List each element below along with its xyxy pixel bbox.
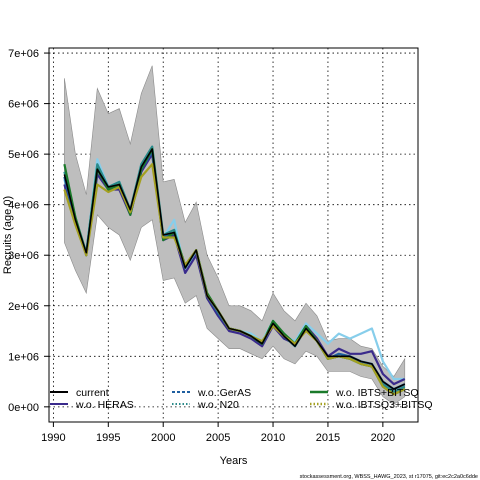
- legend-item-current: current: [50, 387, 109, 399]
- credit-text: stockassessment.org, WBSS_HAWG_2023, st …: [300, 474, 478, 480]
- y-tick-label: 6e+06: [8, 99, 39, 111]
- series-lines: [63, 145, 406, 396]
- legend-item-w-o-n20: w.o. N20: [172, 399, 239, 411]
- y-tick-label: 4e+06: [8, 200, 39, 212]
- x-tick-label: 1990: [41, 432, 65, 444]
- plot-frame: [48, 47, 419, 423]
- y-axis: 0e+00 1e+06 2e+06 3e+06 4e+06 5e+06 6e+06 7e+06: [8, 48, 49, 414]
- x-tick-label: 2010: [261, 432, 285, 444]
- x-tick-label: 1995: [96, 432, 120, 444]
- x-axis-title: Years: [220, 455, 248, 467]
- series-line-current: [63, 148, 406, 390]
- legend-label: current: [76, 387, 109, 399]
- legend-item-w-o-ibtsq3-bitsq: w.o. IBTSQ3+BITSQ: [310, 399, 433, 411]
- legend-label: w.o. N20: [197, 399, 239, 411]
- x-axis: 1990 1995 2000 2005 2010 2015 2020: [41, 422, 395, 444]
- legend-label: w.o. GerAS: [197, 387, 251, 399]
- legend-item-w-o-heras: w.o. HERAS: [50, 399, 134, 411]
- x-tick-label: 2005: [206, 432, 230, 444]
- y-tick-label: 2e+06: [8, 301, 39, 313]
- x-tick-label: 2000: [151, 432, 175, 444]
- y-tick-label: 1e+06: [8, 351, 39, 363]
- legend-label: w.o. IBTSQ3+BITSQ: [335, 399, 433, 411]
- legend-item-w-o-geras: w.o. GerAS: [172, 387, 251, 399]
- legend-item-w-o-ibts-bitsq: w.o. IBTS+BITSQ: [310, 387, 419, 399]
- y-axis-title: Recruits (age 0): [2, 196, 14, 274]
- y-tick-label: 3e+06: [8, 250, 39, 262]
- x-tick-label: 2015: [316, 432, 340, 444]
- y-tick-label: 0e+00: [8, 402, 39, 414]
- x-tick-label: 2020: [371, 432, 395, 444]
- y-tick-label: 5e+06: [8, 149, 39, 161]
- legend-label: w.o. IBTS+BITSQ: [335, 387, 419, 399]
- legend-label: w.o. HERAS: [75, 399, 134, 411]
- y-tick-label: 7e+06: [8, 48, 39, 60]
